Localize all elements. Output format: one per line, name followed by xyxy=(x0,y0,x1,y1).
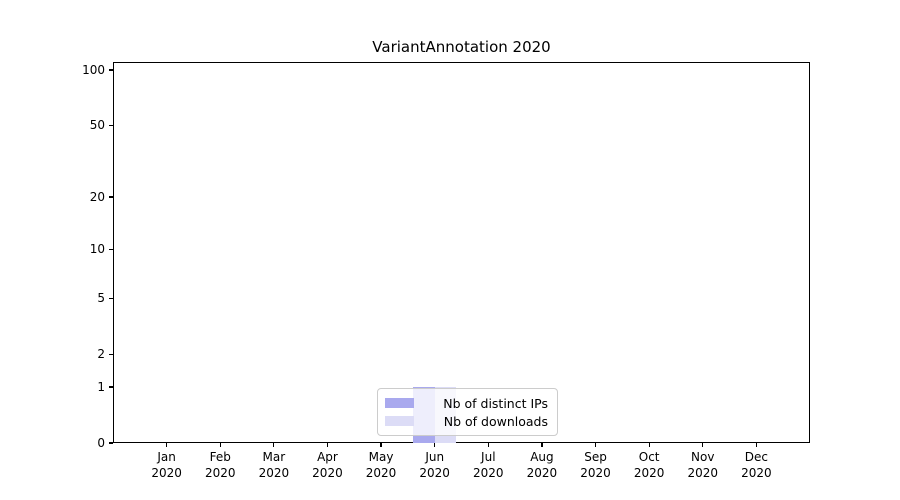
plot-area xyxy=(113,62,810,443)
y-tick-label: 50 xyxy=(89,118,105,133)
x-tick-month: Jun xyxy=(425,450,445,464)
chart-title: VariantAnnotation 2020 xyxy=(372,38,551,56)
x-tick-label: May 2020 xyxy=(351,449,411,481)
legend-swatch xyxy=(385,398,414,408)
legend-label: Nb of distinct IPs xyxy=(443,395,548,411)
x-tick-label: Jan 2020 xyxy=(137,449,197,481)
x-tick-month: Mar xyxy=(262,450,286,464)
x-tick-label: Aug 2020 xyxy=(512,449,572,481)
y-tick xyxy=(109,196,113,198)
x-tick xyxy=(487,443,489,447)
y-tick xyxy=(109,353,113,355)
x-tick-year: 2020 xyxy=(687,466,719,480)
x-tick-label: Mar 2020 xyxy=(244,449,304,481)
x-tick-month: Aug xyxy=(530,450,554,464)
x-tick-label: Jun 2020 xyxy=(405,449,465,481)
y-tick xyxy=(109,124,113,126)
x-tick xyxy=(273,443,275,447)
y-tick-label: 5 xyxy=(97,291,105,306)
x-tick-label: Apr 2020 xyxy=(297,449,357,481)
x-tick-year: 2020 xyxy=(151,466,182,480)
y-tick-label: 20 xyxy=(89,189,105,204)
x-tick-label: Jul 2020 xyxy=(458,449,518,481)
y-tick-label: 0 xyxy=(97,436,105,450)
x-tick xyxy=(594,443,597,447)
y-tick-label: 2 xyxy=(97,347,105,362)
x-tick-month: Jan xyxy=(157,450,176,464)
x-tick-year: 2020 xyxy=(473,466,504,480)
x-tick-label: Feb 2020 xyxy=(190,449,250,481)
x-tick xyxy=(541,443,543,447)
x-tick-month: Oct xyxy=(638,450,660,464)
x-tick-year: 2020 xyxy=(526,466,558,480)
x-tick-label: Oct 2020 xyxy=(619,449,679,481)
x-tick-label: Nov 2020 xyxy=(673,449,733,481)
x-tick-year: 2020 xyxy=(419,466,450,480)
legend: Nb of distinct IPs Nb of downloads xyxy=(377,388,558,436)
x-tick-year: 2020 xyxy=(312,466,343,480)
y-tick xyxy=(109,386,113,388)
x-tick-label: Dec 2020 xyxy=(726,449,786,481)
x-tick-year: 2020 xyxy=(204,466,236,480)
x-tick xyxy=(166,443,168,447)
y-tick-label: 100 xyxy=(82,63,105,77)
x-tick xyxy=(380,443,382,447)
x-tick xyxy=(326,443,329,447)
x-tick-month: Feb xyxy=(209,450,231,464)
x-tick-month: Dec xyxy=(744,450,768,464)
x-tick-month: Sep xyxy=(584,450,607,464)
x-tick xyxy=(219,443,221,447)
y-tick xyxy=(109,297,113,299)
legend-label: Nb of downloads xyxy=(443,413,548,429)
x-tick-label: Sep 2020 xyxy=(566,449,626,481)
x-tick-year: 2020 xyxy=(633,466,665,480)
y-tick-label: 10 xyxy=(89,242,105,257)
x-tick-year: 2020 xyxy=(741,466,772,480)
x-tick-month: Nov xyxy=(691,450,715,464)
y-tick xyxy=(109,248,113,250)
x-tick xyxy=(755,443,757,447)
x-tick xyxy=(434,443,436,447)
x-tick-year: 2020 xyxy=(258,466,290,480)
legend-swatch xyxy=(385,416,414,426)
x-tick-year: 2020 xyxy=(580,466,611,480)
x-tick-month: Apr xyxy=(317,450,338,464)
x-tick-month: Jul xyxy=(481,450,496,464)
x-tick xyxy=(648,443,650,447)
y-tick xyxy=(109,69,113,71)
legend-item: Nb of downloads xyxy=(385,412,548,430)
legend-item: Nb of distinct IPs xyxy=(385,394,548,412)
y-tick xyxy=(109,442,113,444)
x-tick-year: 2020 xyxy=(365,466,397,480)
x-tick-month: May xyxy=(368,450,394,464)
x-tick xyxy=(702,443,704,447)
y-tick-label: 1 xyxy=(97,379,105,394)
